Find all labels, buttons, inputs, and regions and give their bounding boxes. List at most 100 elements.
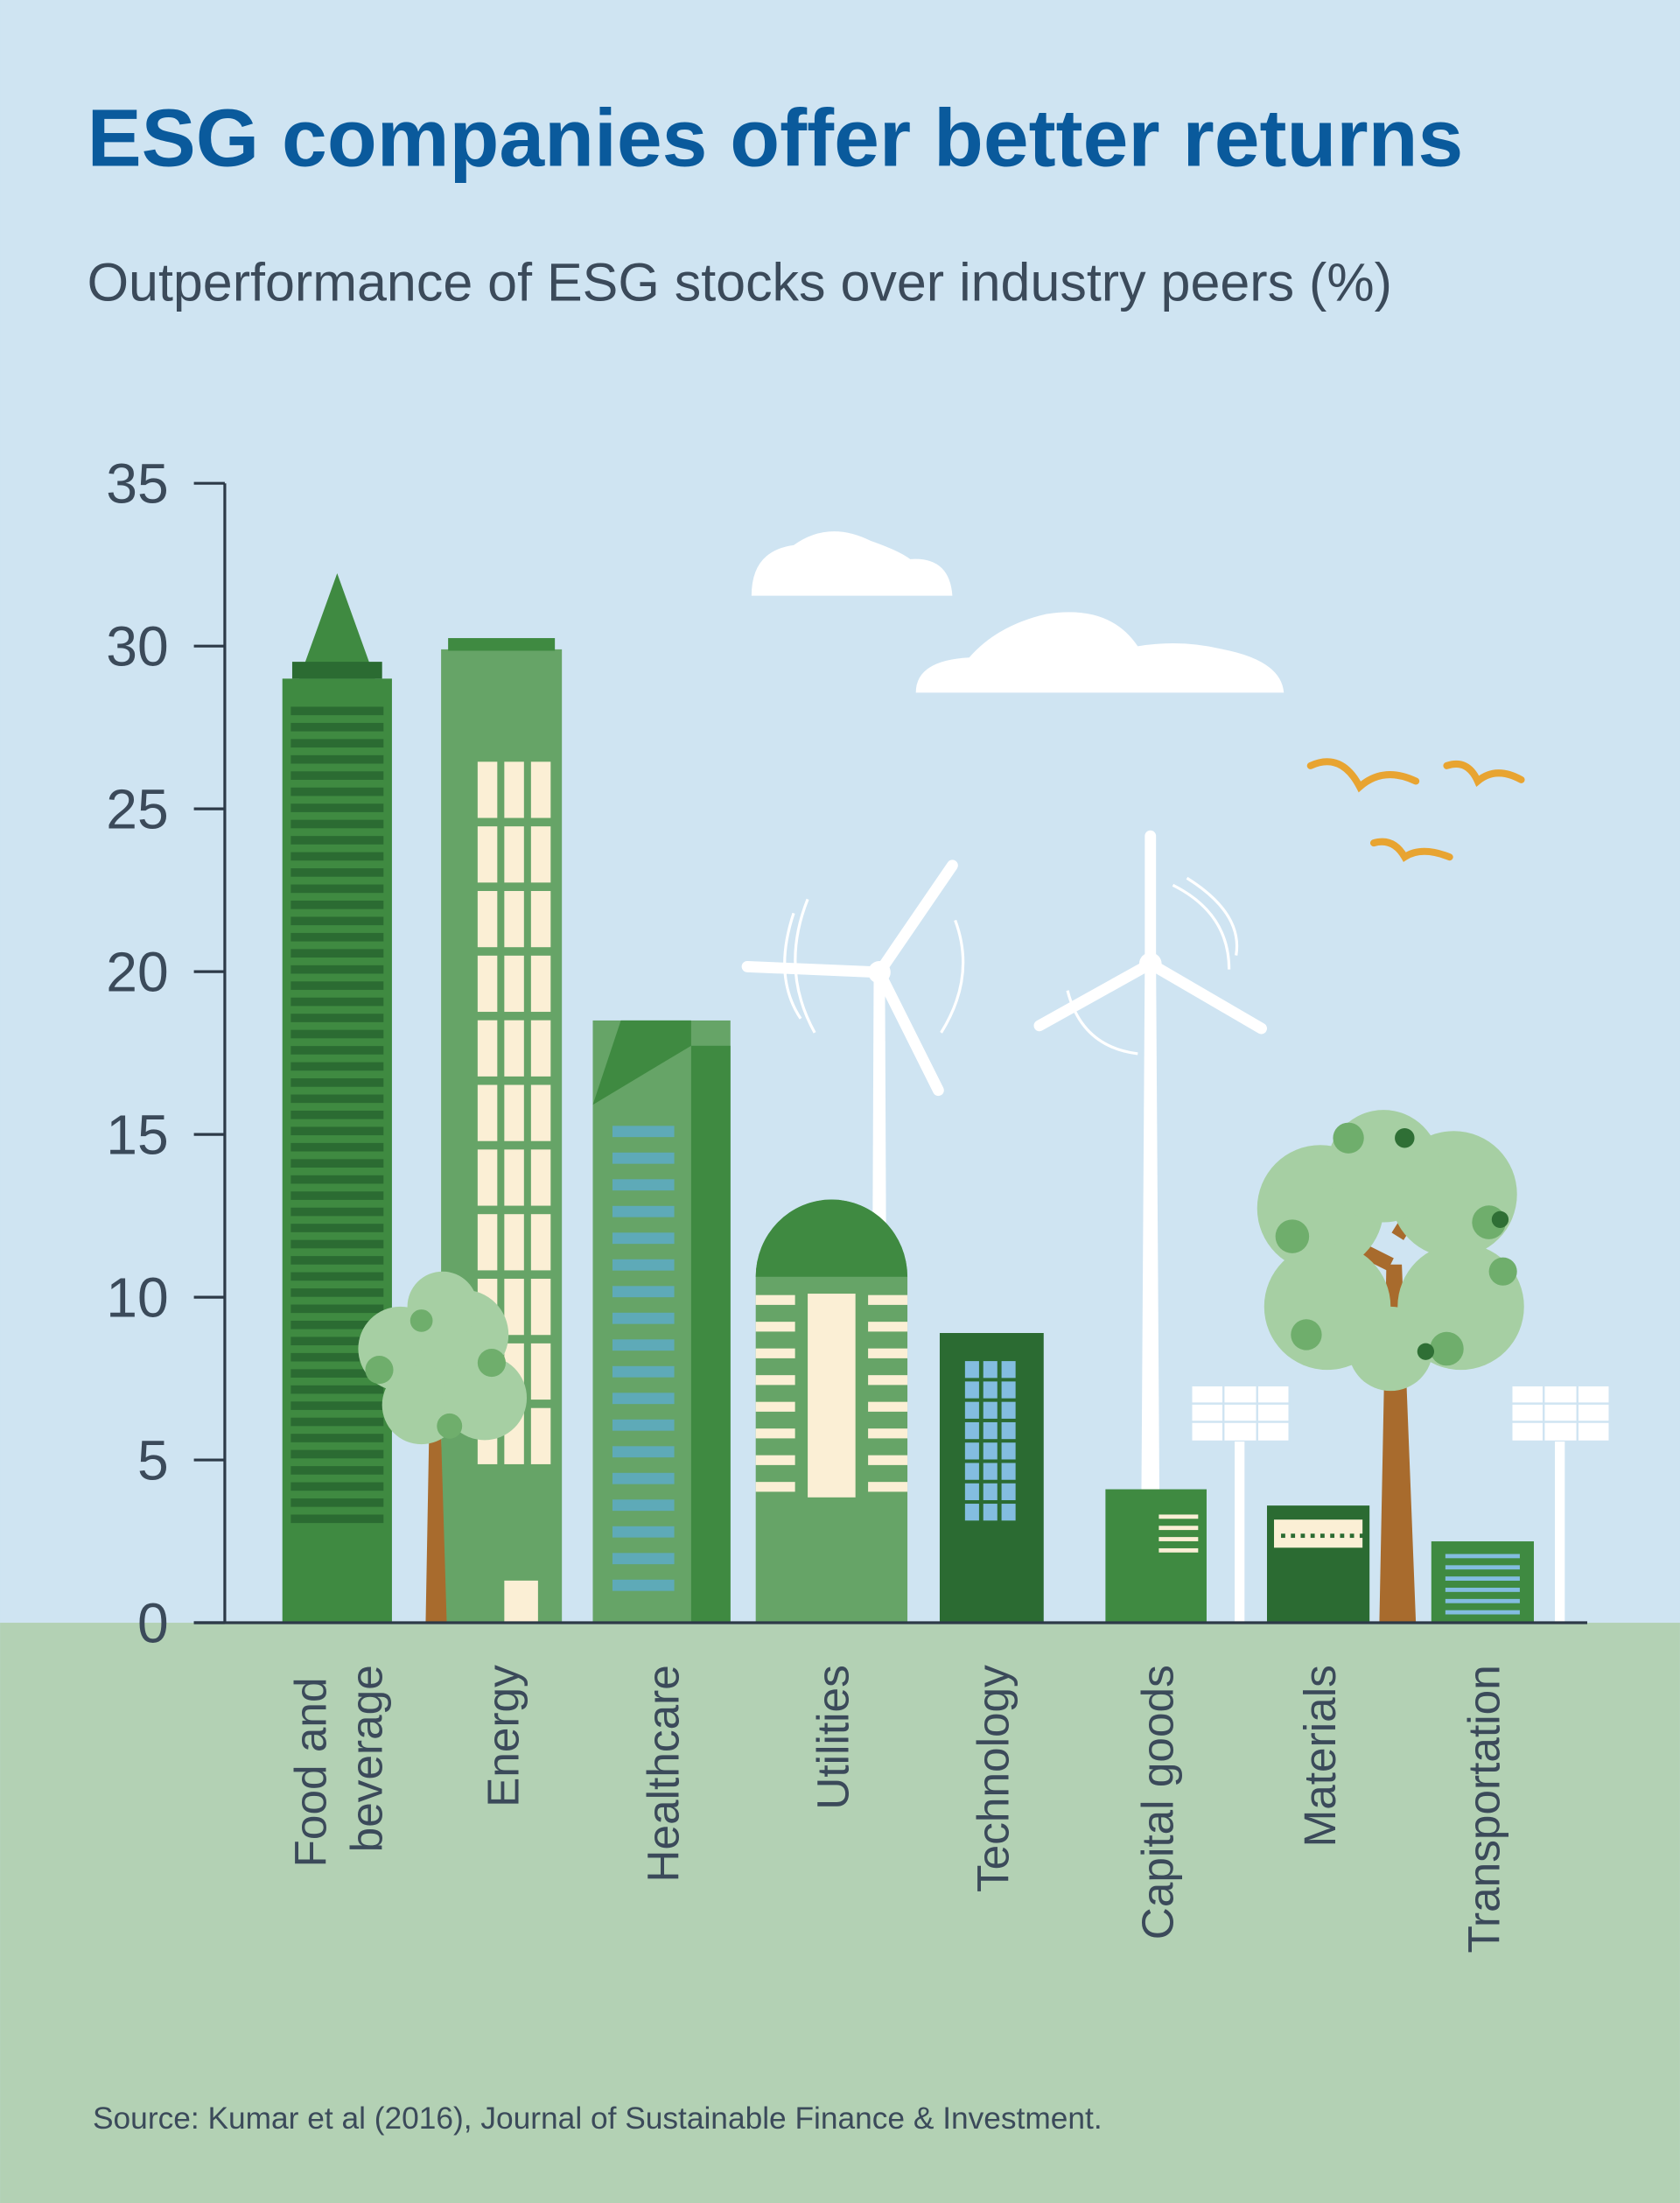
- window: [983, 1442, 998, 1460]
- window-band: [290, 706, 384, 716]
- y-tick-label: 10: [106, 1266, 168, 1330]
- window-band: [1445, 1565, 1520, 1570]
- y-tick-label: 35: [106, 453, 168, 516]
- window-band: [612, 1579, 675, 1591]
- window: [504, 1020, 524, 1077]
- window: [530, 1407, 551, 1464]
- window: [530, 955, 551, 1013]
- window: [1001, 1483, 1016, 1501]
- x-tick-label: Technology: [969, 1665, 1018, 1892]
- window-gap: [1340, 1533, 1345, 1539]
- window-band: [755, 1455, 795, 1465]
- window-band: [290, 852, 384, 861]
- window: [530, 1084, 551, 1141]
- window-band: [290, 1014, 384, 1022]
- window: [964, 1401, 979, 1419]
- window-band: [290, 1029, 384, 1039]
- window: [504, 761, 524, 818]
- window: [477, 1149, 498, 1206]
- window: [530, 826, 551, 883]
- window-band: [612, 1286, 675, 1298]
- window: [530, 890, 551, 948]
- window: [964, 1421, 979, 1440]
- window: [964, 1381, 979, 1399]
- window-band: [290, 754, 384, 764]
- window: [504, 890, 524, 948]
- window-band: [755, 1322, 795, 1332]
- window-band: [868, 1428, 908, 1439]
- window-band: [755, 1482, 795, 1492]
- window-band: [290, 916, 384, 926]
- window-band: [290, 1498, 384, 1507]
- window-band: [290, 1159, 384, 1168]
- window-gap: [1330, 1533, 1335, 1539]
- door: [504, 1580, 538, 1624]
- window: [530, 1020, 551, 1077]
- window-gap: [1300, 1533, 1306, 1539]
- window-band: [1445, 1598, 1520, 1603]
- window: [1001, 1442, 1016, 1460]
- window-band: [290, 1385, 384, 1394]
- window-band: [290, 1401, 384, 1410]
- window-band: [612, 1472, 675, 1484]
- window: [1001, 1361, 1016, 1379]
- x-tick-label: Utilities: [808, 1665, 858, 1810]
- window-gap: [1291, 1533, 1296, 1539]
- window-band: [1158, 1547, 1199, 1553]
- window-band: [868, 1322, 908, 1332]
- window-band: [612, 1126, 675, 1138]
- window: [1001, 1421, 1016, 1440]
- window-band: [612, 1553, 675, 1565]
- source: Source: Kumar et al (2016), Journal of S…: [93, 2101, 1102, 2136]
- window-band: [290, 1110, 384, 1119]
- window-band: [290, 1224, 384, 1232]
- chart-title: ESG companies offer better returns: [88, 92, 1464, 183]
- window: [983, 1421, 998, 1440]
- window: [964, 1361, 979, 1379]
- window-band: [612, 1365, 675, 1378]
- crown: [291, 662, 382, 679]
- window-band: [612, 1446, 675, 1458]
- window: [983, 1381, 998, 1399]
- ground: [0, 1623, 1680, 2203]
- light-towers: [1190, 1384, 1611, 1624]
- window: [477, 1084, 498, 1141]
- window-band: [290, 981, 384, 990]
- window-band: [290, 1417, 384, 1427]
- window: [983, 1504, 998, 1521]
- window-band: [868, 1455, 908, 1465]
- y-tick-label: 0: [137, 1592, 169, 1655]
- window: [530, 1149, 551, 1206]
- window-gap: [1349, 1533, 1354, 1539]
- bar: [1105, 1489, 1207, 1624]
- window-band: [290, 1175, 384, 1184]
- roof: [448, 638, 556, 651]
- x-tick-label: Materials: [1295, 1665, 1345, 1847]
- window: [983, 1361, 998, 1379]
- window: [1001, 1504, 1016, 1521]
- window: [477, 761, 498, 818]
- y-tick-label: 5: [137, 1429, 169, 1492]
- window-gap: [1359, 1533, 1364, 1539]
- clouds: [751, 531, 1284, 693]
- x-tick-label: Transportation: [1460, 1665, 1509, 1953]
- window: [530, 761, 551, 818]
- window-band: [290, 1369, 384, 1378]
- window-band: [290, 868, 384, 877]
- atrium: [808, 1294, 856, 1498]
- window-band: [612, 1259, 675, 1271]
- window: [504, 1149, 524, 1206]
- window: [1001, 1463, 1016, 1480]
- window-band: [290, 739, 384, 748]
- window: [477, 955, 498, 1013]
- window-band: [290, 1239, 384, 1249]
- window-band: [612, 1339, 675, 1351]
- window-band: [290, 819, 384, 829]
- window: [477, 1020, 498, 1077]
- window-band: [290, 787, 384, 796]
- window: [504, 1084, 524, 1141]
- window-band: [1158, 1514, 1199, 1519]
- axes: 0 5 10 15 20 25 30 35 Food and beverage Energy Hea…: [106, 453, 1587, 1953]
